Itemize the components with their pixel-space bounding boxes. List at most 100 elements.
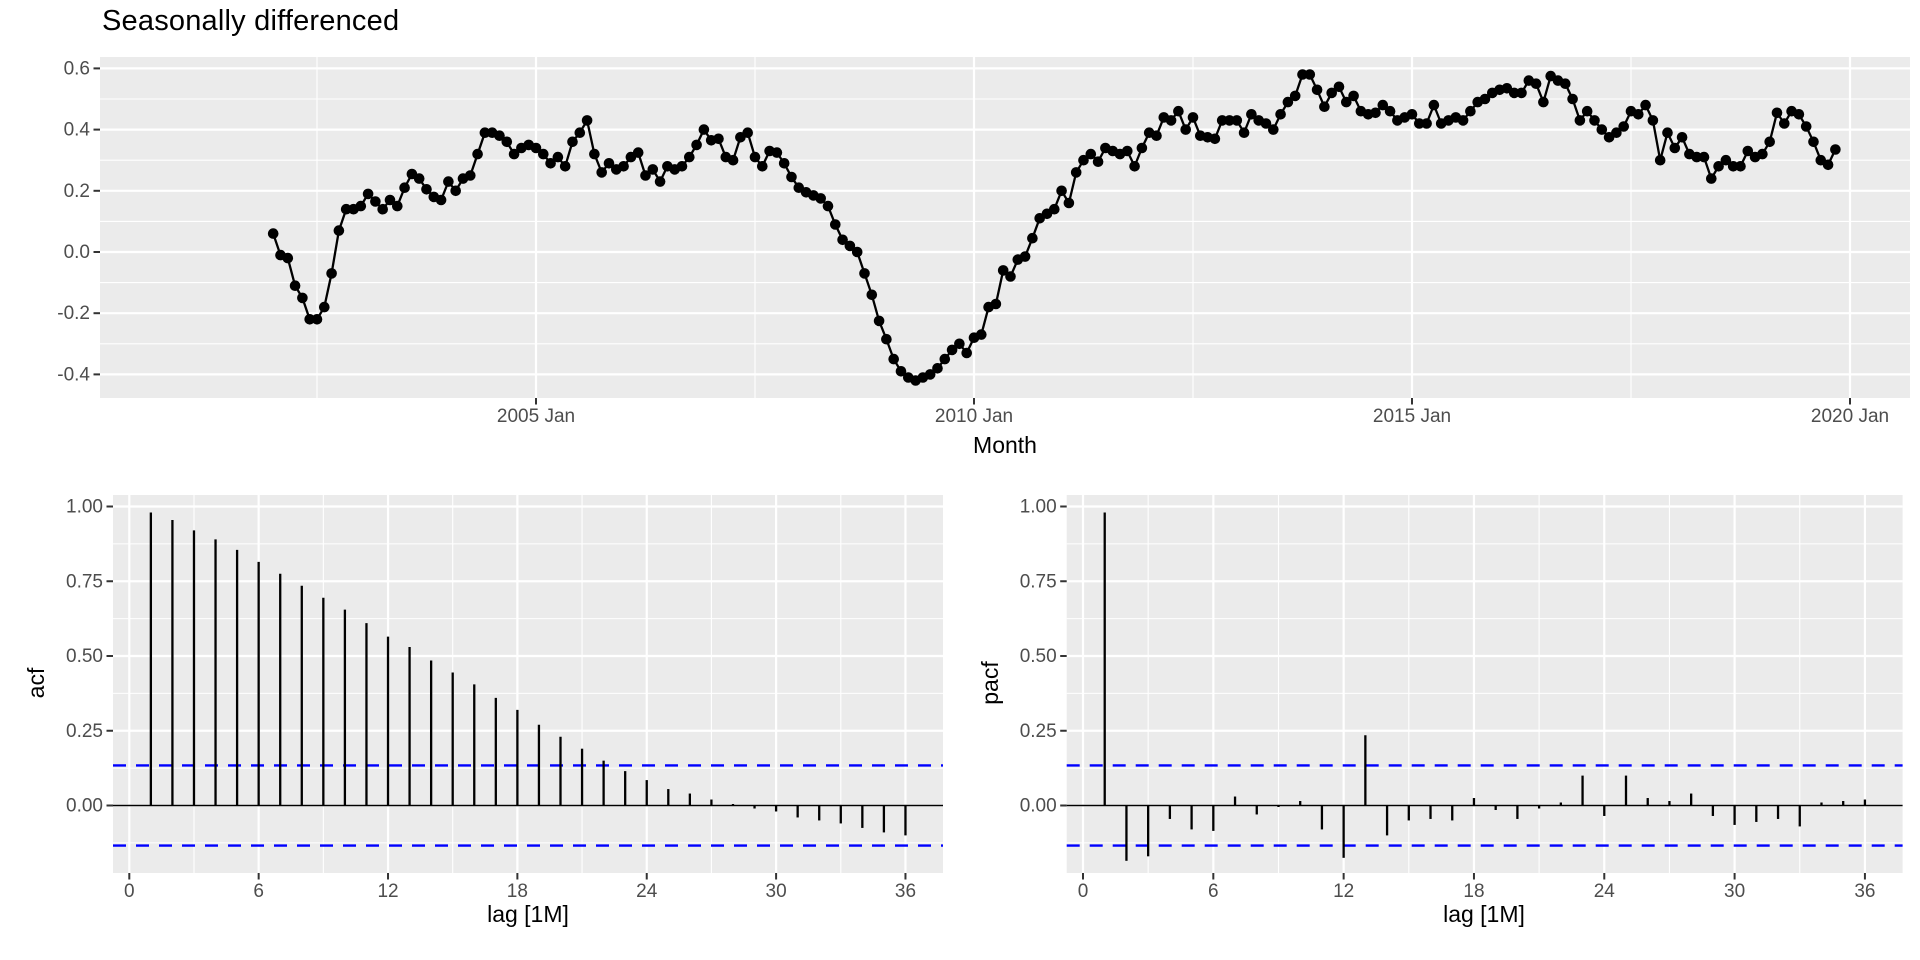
ts-point (881, 333, 892, 345)
pacf-x-tick-label: 12 (1333, 881, 1354, 902)
ts-point (392, 200, 403, 212)
ts-point (1633, 109, 1644, 120)
ts-point (1742, 145, 1754, 157)
ts-point (1713, 161, 1724, 172)
ts-point (1808, 136, 1819, 148)
ts-point (1428, 99, 1440, 111)
ts-point (1187, 112, 1199, 123)
acf-x-tick-label: 18 (507, 881, 528, 902)
ts-point (1508, 87, 1520, 99)
ts-point (574, 127, 586, 138)
acf-y-tick-label: 0.75 (66, 571, 103, 592)
ts-point (1341, 96, 1352, 108)
ts-point (1676, 132, 1688, 143)
ts-point (1056, 185, 1067, 197)
ts-point (530, 142, 542, 154)
ts-point (771, 147, 783, 158)
ts-point (1209, 133, 1221, 145)
ts-point (1618, 121, 1629, 132)
ts-x-tick-label: 2005 Jan (497, 406, 575, 427)
ts-point (362, 188, 374, 200)
ts-point (333, 225, 345, 236)
ts-point (1779, 118, 1790, 129)
ts-point (421, 184, 432, 195)
ts-point (1078, 154, 1089, 166)
ts-point (1070, 167, 1082, 178)
ts-point (1304, 69, 1316, 80)
y-axis-title-acf: acf (23, 667, 49, 699)
ts-point (1275, 109, 1286, 120)
ts-point (778, 158, 790, 169)
pacf-x-tick-label: 30 (1724, 881, 1745, 902)
ts-point (888, 353, 899, 365)
ts-point (647, 164, 659, 175)
ts-point (355, 200, 367, 212)
ts-point (1289, 90, 1301, 102)
ts-point (370, 196, 381, 207)
ts-point (698, 124, 710, 135)
acf-y-tick-label: 0.50 (66, 646, 103, 667)
ts-point (326, 268, 337, 279)
ts-y-tick-label: 0.2 (64, 181, 90, 202)
ts-point (873, 315, 885, 327)
ts-point (465, 170, 476, 181)
ts-point (399, 182, 410, 193)
ts-point (997, 265, 1009, 276)
y-axis-title-pacf: pacf (977, 661, 1003, 705)
ts-point (1465, 105, 1476, 117)
ts-point (1457, 115, 1469, 126)
ts-point (581, 115, 593, 126)
x-axis-title-month: Month (973, 432, 1037, 458)
ts-point (377, 203, 389, 215)
ts-point (1640, 99, 1651, 111)
ts-point (954, 338, 965, 350)
ts-point (1297, 69, 1308, 80)
ts-point (1246, 109, 1257, 120)
ts-point (538, 148, 549, 160)
ts-point (596, 167, 607, 178)
ts-point (1538, 96, 1549, 108)
ts-point (1793, 109, 1805, 120)
ts-point (866, 289, 878, 301)
ts-point (1019, 251, 1031, 262)
pacf-y-tick-label: 0.25 (1020, 721, 1057, 742)
ts-point (1049, 203, 1060, 215)
ts-point (1479, 93, 1491, 105)
ts-point (1669, 142, 1681, 154)
ts-point (472, 148, 483, 160)
ts-point (567, 136, 578, 148)
ts-point (1333, 81, 1345, 93)
acf-panel (113, 495, 943, 873)
acf-x-tick-label: 36 (895, 881, 916, 902)
ts-point (939, 353, 951, 365)
ts-point (1085, 148, 1097, 160)
ts-point (494, 130, 505, 141)
ts-point (435, 194, 447, 206)
ts-point (1260, 118, 1272, 129)
acf-x-tick-label: 30 (766, 881, 787, 902)
ts-point (304, 314, 316, 325)
x-axis-title-lag-pacf: lag [1M] (1443, 901, 1525, 927)
ts-point (691, 139, 702, 151)
ts-point (282, 252, 294, 264)
ts-point (501, 136, 513, 148)
ts-point (961, 347, 972, 359)
ts-point (1530, 78, 1542, 89)
x-axis-title-lag-acf: lag [1M] (487, 901, 569, 927)
ts-point (727, 154, 739, 166)
acf-y-tick-label: 1.00 (66, 497, 103, 518)
ts-point (603, 158, 615, 169)
ts-point (640, 170, 651, 181)
ts-point (1180, 124, 1191, 135)
ts-point (297, 292, 308, 304)
ts-point (340, 203, 352, 215)
ts-y-tick-label: 0.6 (64, 58, 90, 79)
ts-point (1151, 130, 1162, 141)
pacf-y-tick-label: 0.00 (1020, 796, 1057, 817)
ts-point (1611, 127, 1622, 138)
ts-point (924, 369, 936, 380)
ts-point (990, 298, 1002, 310)
acf-y-tick-label: 0.25 (66, 721, 103, 742)
ts-point (589, 148, 600, 160)
ts-point (1319, 101, 1330, 112)
